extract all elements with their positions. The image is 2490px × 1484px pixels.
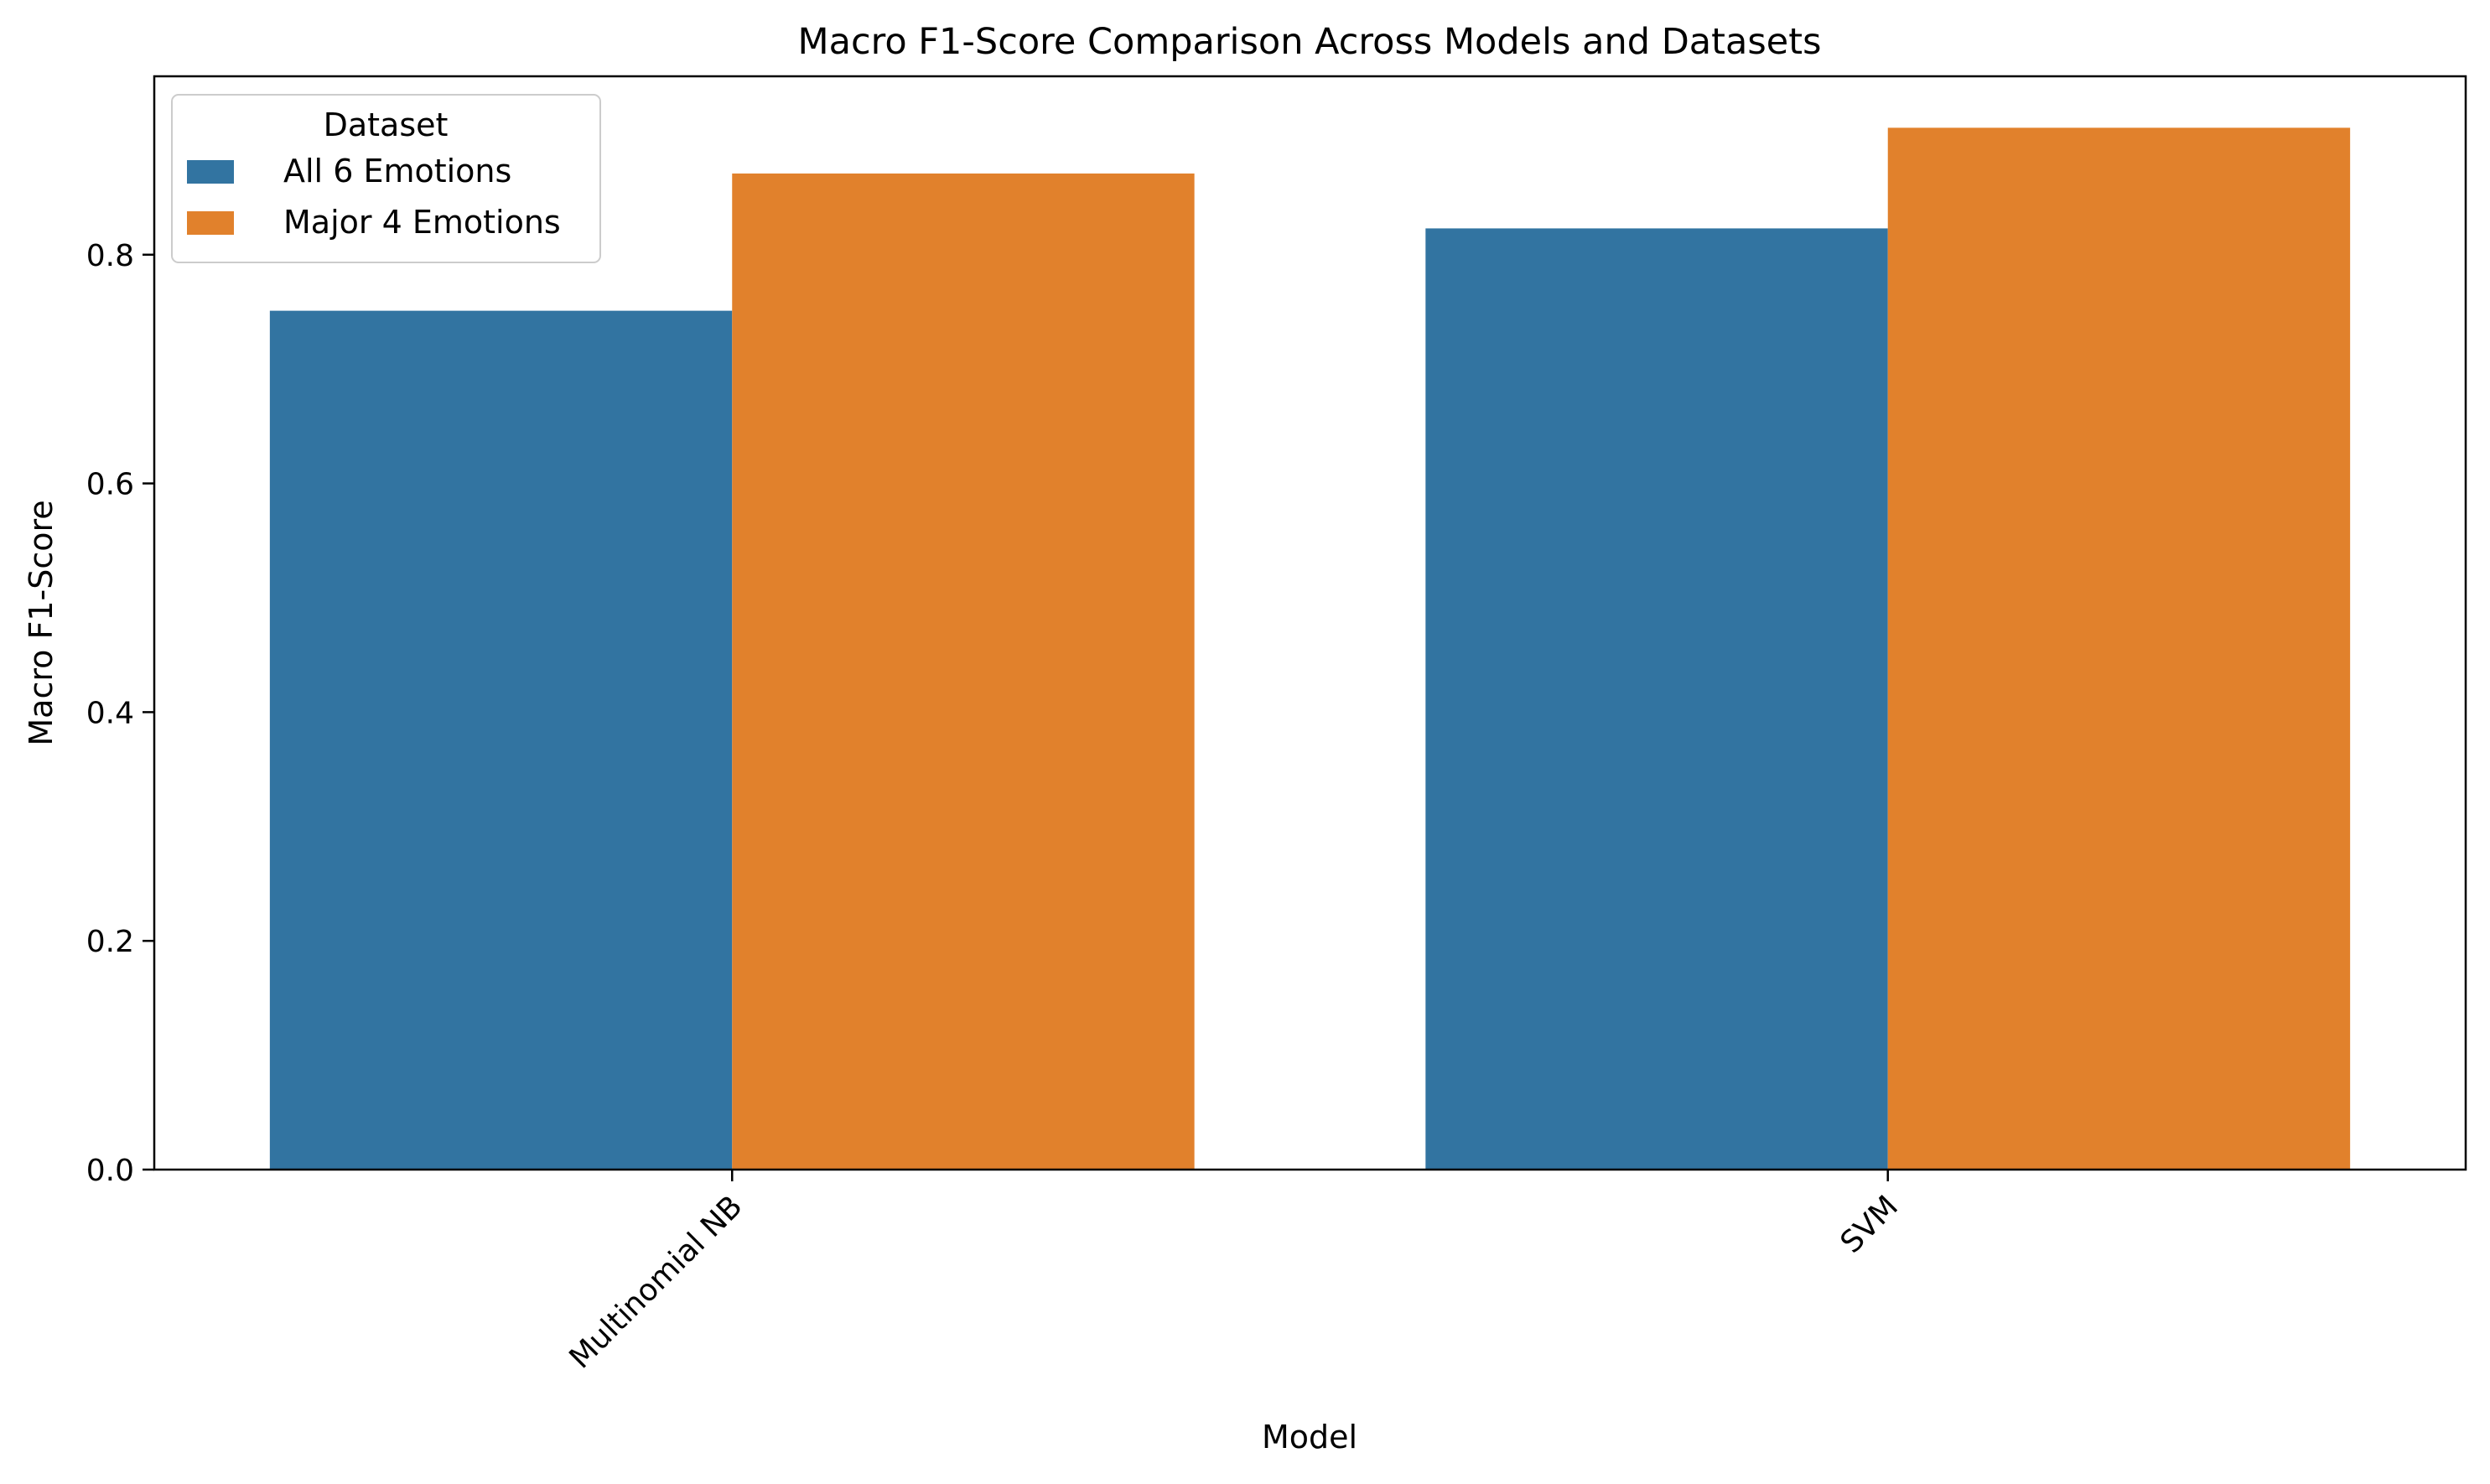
y-axis: 0.0 0.2 0.4 0.6 0.8 bbox=[86, 239, 154, 1188]
y-tick-label: 0.6 bbox=[86, 468, 134, 502]
bar-major-4-emotions-svm bbox=[1887, 127, 2351, 1170]
legend-label: Major 4 Emotions bbox=[283, 204, 561, 241]
legend-entries: All 6 Emotions Major 4 Emotions bbox=[187, 153, 561, 241]
x-tick-label: Multinomial NB bbox=[563, 1189, 750, 1375]
bar-major-4-emotions-multinomial-nb bbox=[732, 173, 1195, 1170]
legend: Dataset All 6 Emotions Major 4 Emotions bbox=[171, 94, 601, 263]
bar-all-6-emotions-svm bbox=[1425, 228, 1888, 1170]
legend-title: Dataset bbox=[324, 106, 449, 143]
y-tick-label: 0.2 bbox=[86, 925, 134, 959]
legend-swatch bbox=[187, 160, 234, 184]
y-axis-label: Macro F1-Score bbox=[23, 500, 60, 745]
bars-group bbox=[269, 127, 2351, 1170]
y-tick-label: 0.0 bbox=[86, 1154, 134, 1188]
x-axis-label: Model bbox=[1262, 1419, 1357, 1455]
legend-box bbox=[171, 94, 601, 263]
y-tick-label: 0.8 bbox=[86, 239, 134, 273]
y-tick-label: 0.4 bbox=[86, 696, 134, 730]
legend-label: All 6 Emotions bbox=[283, 153, 511, 189]
x-axis: Multinomial NB SVM bbox=[563, 1170, 1906, 1375]
bar-all-6-emotions-multinomial-nb bbox=[269, 310, 733, 1170]
legend-swatch bbox=[187, 211, 234, 235]
x-tick-label: SVM bbox=[1834, 1189, 1906, 1260]
chart-title: Macro F1-Score Comparison Across Models … bbox=[798, 21, 1822, 63]
plot-frame bbox=[153, 75, 2467, 1171]
